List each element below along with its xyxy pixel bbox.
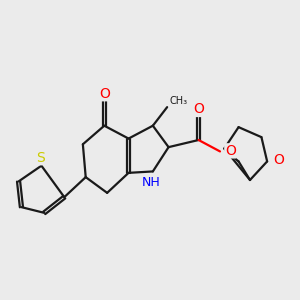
Text: O: O bbox=[193, 102, 204, 116]
Text: O: O bbox=[99, 87, 110, 101]
Text: O: O bbox=[225, 144, 236, 158]
Text: CH₃: CH₃ bbox=[170, 96, 188, 106]
Text: S: S bbox=[37, 151, 45, 165]
Text: NH: NH bbox=[142, 176, 161, 189]
Text: O: O bbox=[273, 153, 284, 167]
